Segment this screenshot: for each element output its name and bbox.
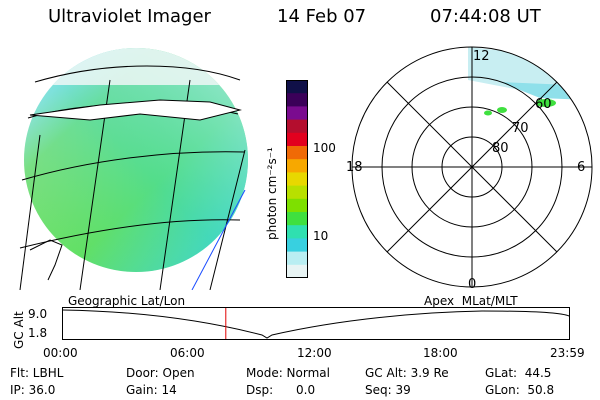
coastline [29,239,63,281]
mlt-label-top: 12 [473,49,490,64]
colorbar-stripe [286,264,308,278]
colorbar-stripe [286,146,308,160]
altitude-curve [62,309,570,339]
coastline-band [29,99,242,121]
ring-label-60: 60 [535,97,552,112]
time-label: 07:44:08 UT [430,6,541,27]
instrument-title: Ultraviolet Imager [48,6,211,27]
timeline-ymin: 1.8 [28,326,48,340]
mlt-label-bottom: 0 [468,277,476,290]
colorbar-stripe [286,251,308,266]
colorbar-stripe [286,172,308,187]
timeline-tick-3: 18:00 [423,346,458,360]
geo-panel-label: Geographic Lat/Lon [68,294,186,308]
ring-label-80: 80 [492,141,509,156]
colorbar-stripe [286,159,308,173]
polar-plot: 12 18 6 0 60 70 80 [346,46,593,290]
colorbar-stripe [286,106,308,121]
colorbar [286,80,308,278]
glon-value: GLon: 50.8 [485,383,555,397]
date-label: 14 Feb 07 [277,6,367,27]
flt-value: Flt: LBHL [10,366,64,380]
colorbar-stripe [286,119,308,134]
mlt-label-right: 6 [577,160,585,175]
colorbar-unit-label: photon cm⁻²s⁻¹ [265,147,279,240]
colorbar-stripe [286,198,308,213]
colorbar-frame [286,80,308,278]
mlt-label-left: 18 [346,160,363,175]
colorbar-stripe [286,185,308,200]
colorbar-stripe [286,132,308,147]
ip-value: IP: 36.0 [10,383,56,397]
glat-value: GLat: 44.5 [485,366,552,380]
mode-value: Mode: Normal [246,366,330,380]
auroral-spots [484,99,556,116]
timeline-tick-2: 12:00 [297,346,332,360]
geographic-image [19,48,248,290]
altitude-timeline [62,307,570,340]
timeline-tick-4: 23:59 [550,346,585,360]
colorbar-tick-100: 100 [313,141,336,155]
geo-disk [24,48,248,272]
ring-label-70: 70 [512,121,529,136]
colorbar-stripe [286,225,308,239]
gain-value: Gain: 14 [126,383,177,397]
timeline-ymax: 9.0 [28,307,48,321]
seq-value: Seq: 39 [365,383,411,397]
timeline-tick-0: 00:00 [43,346,78,360]
timeline-ylabel: GC Alt [12,311,26,349]
door-value: Door: Open [126,366,195,380]
colorbar-stripe [286,212,308,226]
colorbar-stripe [286,238,308,253]
gcalt-value: GC Alt: 3.9 Re [365,366,449,380]
dsp-value: Dsp: 0.0 [246,383,316,397]
polar-panel-label: Apex MLat/MLT [424,294,518,308]
colorbar-stripe [286,93,308,107]
timeline-tick-1: 06:00 [170,346,205,360]
colorbar-tick-10: 10 [313,229,329,243]
colorbar-stripe [286,80,308,94]
